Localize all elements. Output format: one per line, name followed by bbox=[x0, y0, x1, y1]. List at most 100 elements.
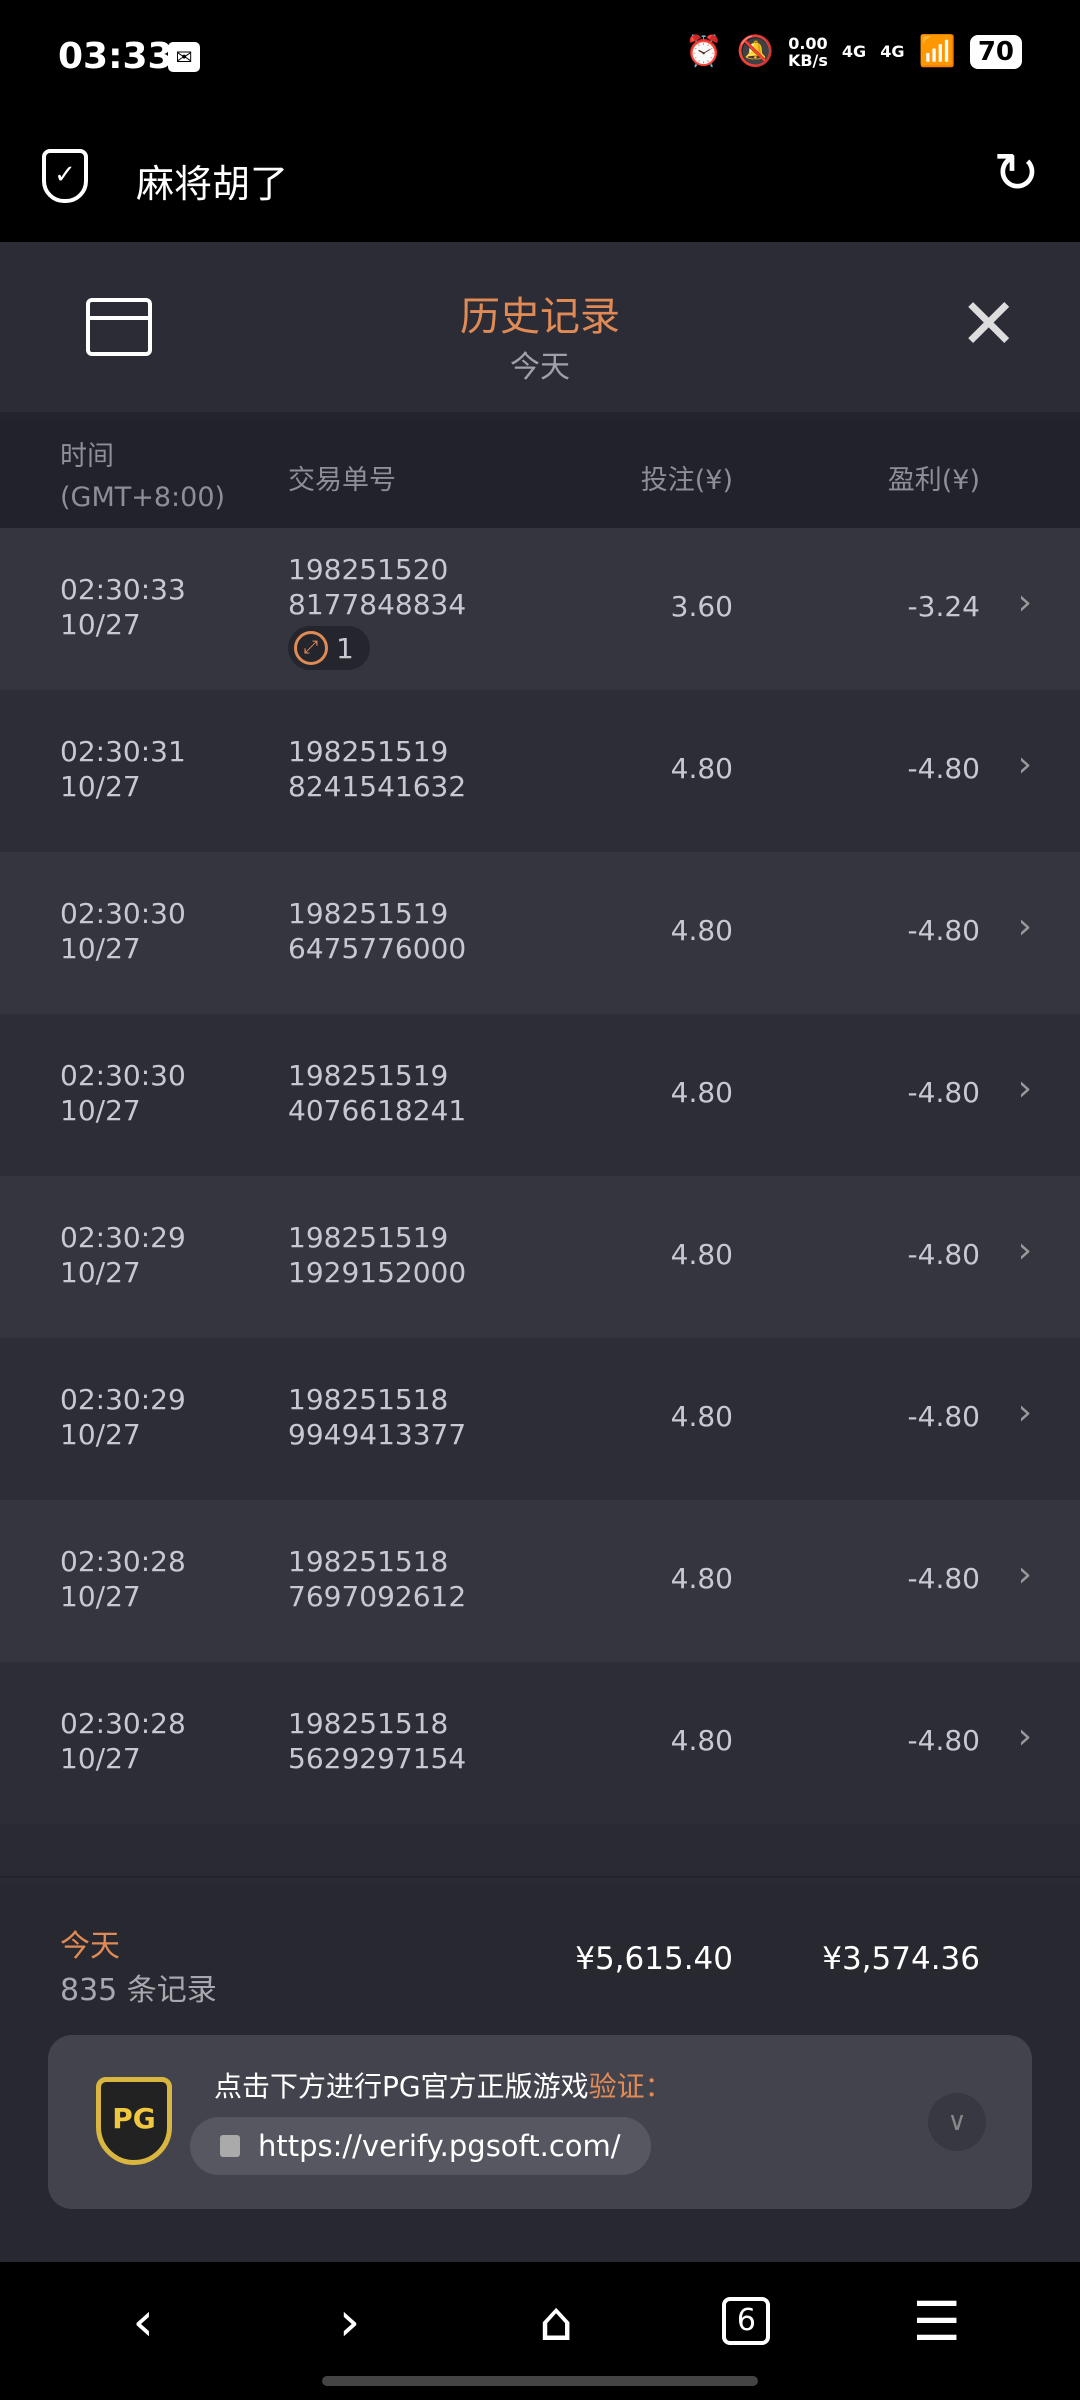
lock-icon bbox=[220, 2135, 240, 2157]
table-row[interactable]: 02:30:28 10/27 198251518 5629297154 4.80 -… bbox=[0, 1662, 1080, 1824]
time: 02:30:29 bbox=[60, 1221, 186, 1254]
time: 02:30:33 bbox=[60, 573, 186, 606]
speed-value: 0.00 bbox=[788, 33, 828, 53]
row-time: 02:30:30 10/27 bbox=[60, 896, 186, 966]
bell-muted-icon: 🔕 bbox=[736, 34, 774, 69]
refresh-icon[interactable]: ↻ bbox=[993, 141, 1040, 206]
row-time: 02:30:29 10/27 bbox=[60, 1220, 186, 1290]
table-row[interactable]: 02:30:33 10/27 198251520 8177848834 ⤢ 1 3.60… bbox=[0, 528, 1080, 690]
date: 10/27 bbox=[60, 1742, 141, 1775]
order-id-part2: 9949413377 bbox=[288, 1418, 467, 1451]
row-profit: -4.80 bbox=[907, 914, 980, 947]
col-order: 交易单号 bbox=[288, 465, 396, 496]
row-time: 02:30:28 10/27 bbox=[60, 1706, 186, 1776]
table-row[interactable]: 02:30:29 10/27 198251518 9949413377 4.80 -… bbox=[0, 1338, 1080, 1500]
table-row[interactable]: 02:30:30 10/27 198251519 4076618241 4.80 -… bbox=[0, 1014, 1080, 1176]
row-time: 02:30:31 10/27 bbox=[60, 734, 186, 804]
order-id-part1: 198251520 bbox=[288, 553, 449, 586]
row-time: 02:30:33 10/27 bbox=[60, 572, 186, 642]
mail-icon: ✉ bbox=[168, 42, 200, 72]
table-row[interactable]: 02:30:30 10/27 198251519 6475776000 4.80 -… bbox=[0, 852, 1080, 1014]
network-speed: 0.00 KB/s bbox=[788, 35, 828, 69]
list-end bbox=[0, 1824, 1080, 1878]
row-time: 02:30:29 10/27 bbox=[60, 1382, 186, 1452]
row-bet: 3.60 bbox=[670, 590, 733, 623]
signal-icon: 4G bbox=[841, 42, 867, 61]
order-id-part2: 1929152000 bbox=[288, 1256, 467, 1289]
home-icon[interactable]: ⌂ bbox=[538, 2289, 574, 2353]
row-bet: 4.80 bbox=[670, 1076, 733, 1109]
gesture-handle bbox=[322, 2376, 758, 2386]
summary-total-profit: ¥3,574.36 bbox=[822, 1941, 980, 1977]
chevron-right-icon[interactable]: › bbox=[1017, 744, 1032, 785]
chevron-right-icon[interactable]: › bbox=[1017, 1068, 1032, 1109]
row-profit: -4.80 bbox=[907, 1076, 980, 1109]
order-id-part1: 198251518 bbox=[288, 1707, 449, 1740]
verify-url-link[interactable]: https://verify.pgsoft.com/ bbox=[190, 2117, 651, 2175]
speed-unit: KB/s bbox=[787, 50, 828, 70]
order-id-part1: 198251518 bbox=[288, 1545, 449, 1578]
order-id-part1: 198251519 bbox=[288, 1059, 449, 1092]
back-icon[interactable]: ‹ bbox=[132, 2289, 154, 2353]
date: 10/27 bbox=[60, 1418, 141, 1451]
date: 10/27 bbox=[60, 608, 141, 641]
table-row[interactable]: 02:30:29 10/27 198251519 1929152000 4.80 -… bbox=[0, 1176, 1080, 1338]
row-order-id: 198251519 1929152000 bbox=[288, 1220, 466, 1290]
wifi-icon: 📶 bbox=[918, 34, 956, 69]
table-row[interactable]: 02:30:28 10/27 198251518 7697092612 4.80 -… bbox=[0, 1500, 1080, 1662]
chevron-right-icon[interactable]: › bbox=[1017, 1230, 1032, 1271]
table-body: 02:30:33 10/27 198251520 8177848834 ⤢ 1 3.60… bbox=[0, 528, 1080, 1824]
shield-check-icon[interactable]: ✓ bbox=[42, 149, 88, 203]
col-timezone: (GMT+8:00) bbox=[60, 482, 226, 513]
chevron-right-icon[interactable]: › bbox=[1017, 1554, 1032, 1595]
summary-total-bet: ¥5,615.40 bbox=[575, 1941, 733, 1977]
col-profit: 盈利(¥) bbox=[887, 465, 980, 496]
order-id-part2: 5629297154 bbox=[288, 1742, 467, 1775]
status-icons: ⏰ 🔕 0.00 KB/s 4G 4G 📶 70 bbox=[685, 34, 1022, 69]
verify-text: 点击下方进行PG官方正版游戏验证： bbox=[214, 2065, 673, 2105]
pg-logo: PG bbox=[96, 2077, 172, 2165]
time: 02:30:28 bbox=[60, 1545, 186, 1578]
alarm-icon: ⏰ bbox=[685, 34, 723, 69]
summary-footer: 今天 835 条记录 ¥5,615.40 ¥3,574.36 PG 点击下方进行… bbox=[0, 1885, 1080, 2262]
row-profit: -4.80 bbox=[907, 1724, 980, 1757]
order-id-part2: 8177848834 bbox=[288, 588, 467, 621]
date: 10/27 bbox=[60, 1256, 141, 1289]
chevron-right-icon[interactable]: › bbox=[1017, 1716, 1032, 1757]
chevron-right-icon[interactable]: › bbox=[1017, 582, 1032, 623]
row-time: 02:30:30 10/27 bbox=[60, 1058, 186, 1128]
order-id-part1: 198251519 bbox=[288, 897, 449, 930]
menu-icon[interactable]: ☰ bbox=[912, 2289, 961, 2353]
row-order-id: 198251518 9949413377 bbox=[288, 1382, 466, 1452]
table-row[interactable]: 02:30:31 10/27 198251519 8241541632 4.80 -… bbox=[0, 690, 1080, 852]
col-bet: 投注(¥) bbox=[640, 465, 733, 496]
history-panel: 历史记录 今天 ✕ 时间 (GMT+8:00) 交易单号 投注(¥) 盈利(¥)… bbox=[0, 242, 1080, 2262]
clock: 03:33 bbox=[58, 36, 173, 77]
row-order-id: 198251518 7697092612 bbox=[288, 1544, 466, 1614]
close-icon[interactable]: ✕ bbox=[959, 283, 1018, 365]
browser-nav-bar: ‹ › ⌂ 6 ☰ bbox=[0, 2262, 1080, 2400]
date: 10/27 bbox=[60, 1094, 141, 1127]
row-bet: 4.80 bbox=[670, 1400, 733, 1433]
time: 02:30:31 bbox=[60, 735, 186, 768]
summary-period: 今天 bbox=[60, 1929, 120, 1964]
time: 02:30:30 bbox=[60, 897, 186, 930]
row-bet: 4.80 bbox=[670, 752, 733, 785]
chevron-down-icon[interactable]: ∨ bbox=[928, 2093, 986, 2151]
row-bet: 4.80 bbox=[670, 914, 733, 947]
order-id-part2: 7697092612 bbox=[288, 1580, 467, 1613]
calendar-icon[interactable] bbox=[86, 298, 152, 356]
verify-card: PG 点击下方进行PG官方正版游戏验证： https://verify.pgso… bbox=[48, 2035, 1032, 2209]
forward-icon[interactable]: › bbox=[338, 2289, 361, 2353]
chevron-right-icon[interactable]: › bbox=[1017, 1392, 1032, 1433]
row-profit: -4.80 bbox=[907, 1238, 980, 1271]
order-id-part2: 4076618241 bbox=[288, 1094, 467, 1127]
row-bet: 4.80 bbox=[670, 1238, 733, 1271]
free-spin-badge: ⤢ 1 bbox=[288, 626, 370, 670]
signal-icon: 4G bbox=[880, 42, 905, 61]
table-header: 时间 (GMT+8:00) 交易单号 投注(¥) 盈利(¥) bbox=[0, 420, 1080, 528]
tabs-button[interactable]: 6 bbox=[722, 2297, 771, 2345]
chevron-right-icon[interactable]: › bbox=[1017, 906, 1032, 947]
app-title: 麻将胡了 bbox=[136, 162, 289, 206]
badge-count: 1 bbox=[336, 631, 354, 665]
